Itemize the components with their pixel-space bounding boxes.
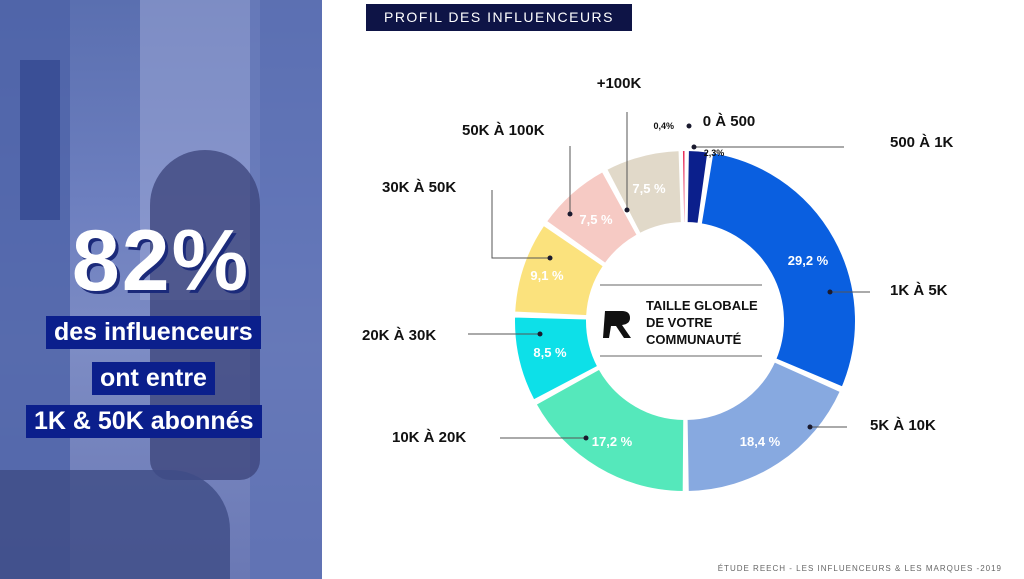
slice-2 <box>699 151 857 389</box>
background-photo: 82% des influenceurs ont entre 1K & 50K … <box>0 0 322 579</box>
photo-door <box>20 60 60 220</box>
leader-dot-7 <box>567 211 573 217</box>
stat-line-1: des influenceurs <box>46 316 261 349</box>
footer-credit: ÉTUDE REECH - LES INFLUENCEURS & LES MAR… <box>717 564 1002 573</box>
category-label-3: 5K À 10K <box>870 417 936 434</box>
leader-dot-8 <box>624 207 630 213</box>
category-label-7: 50K À 100K <box>462 122 545 139</box>
category-label-6: 30K À 50K <box>382 179 456 196</box>
leader-dot-3 <box>807 424 813 430</box>
value-label-4: 17,2 % <box>592 434 633 449</box>
category-label-2: 1K À 5K <box>890 282 948 299</box>
leader-dot-5 <box>537 331 543 337</box>
value-label-6: 9,1 % <box>530 268 564 283</box>
donut-chart: 0 À 500 0,4% 500 À 1K 2,3% 1K À 5K 29,2 % 5K À… <box>362 75 954 494</box>
leader-dot-1 <box>691 144 697 150</box>
slice-3 <box>685 359 843 493</box>
leader-dot-0 <box>686 123 692 129</box>
photo-arm <box>0 470 230 579</box>
value-label-1: 2,3% <box>704 148 725 158</box>
value-label-5: 8,5 % <box>533 345 567 360</box>
value-label-0: 0,4% <box>653 121 674 131</box>
slice-6 <box>513 223 606 318</box>
center-label-line-2: DE VOTRE <box>646 315 713 330</box>
slice-7 <box>544 169 640 266</box>
stat-line-2: ont entre <box>92 362 215 395</box>
reech-logo-icon <box>603 311 631 338</box>
category-label-5: 20K À 30K <box>362 327 436 344</box>
slice-1 <box>685 149 710 226</box>
category-label-1: 500 À 1K <box>890 134 954 151</box>
leader-dot-2 <box>827 289 833 295</box>
value-label-2: 29,2 % <box>788 253 829 268</box>
stat-value: 82% <box>71 213 251 309</box>
center-label-line-1: TAILLE GLOBALE <box>646 298 758 313</box>
category-label-0: 0 À 500 <box>703 113 756 130</box>
photo-wall-right <box>250 0 322 579</box>
value-label-8: 7,5 % <box>632 181 666 196</box>
leader-line-6 <box>491 190 550 259</box>
slice-0 <box>680 149 687 225</box>
slice-5 <box>513 315 600 402</box>
value-label-7: 7,5 % <box>579 212 613 227</box>
leader-dot-4 <box>583 435 589 441</box>
stat-line-3: 1K & 50K abonnés <box>26 405 262 438</box>
page-title: PROFIL DES INFLUENCEURS <box>366 4 632 31</box>
leader-dot-6 <box>547 255 553 261</box>
category-label-8: +100K <box>597 75 642 92</box>
value-label-3: 18,4 % <box>740 434 781 449</box>
center-label-line-3: COMMUNAUTÉ <box>646 332 742 347</box>
category-label-4: 10K À 20K <box>392 429 466 446</box>
slice-4 <box>534 367 686 494</box>
